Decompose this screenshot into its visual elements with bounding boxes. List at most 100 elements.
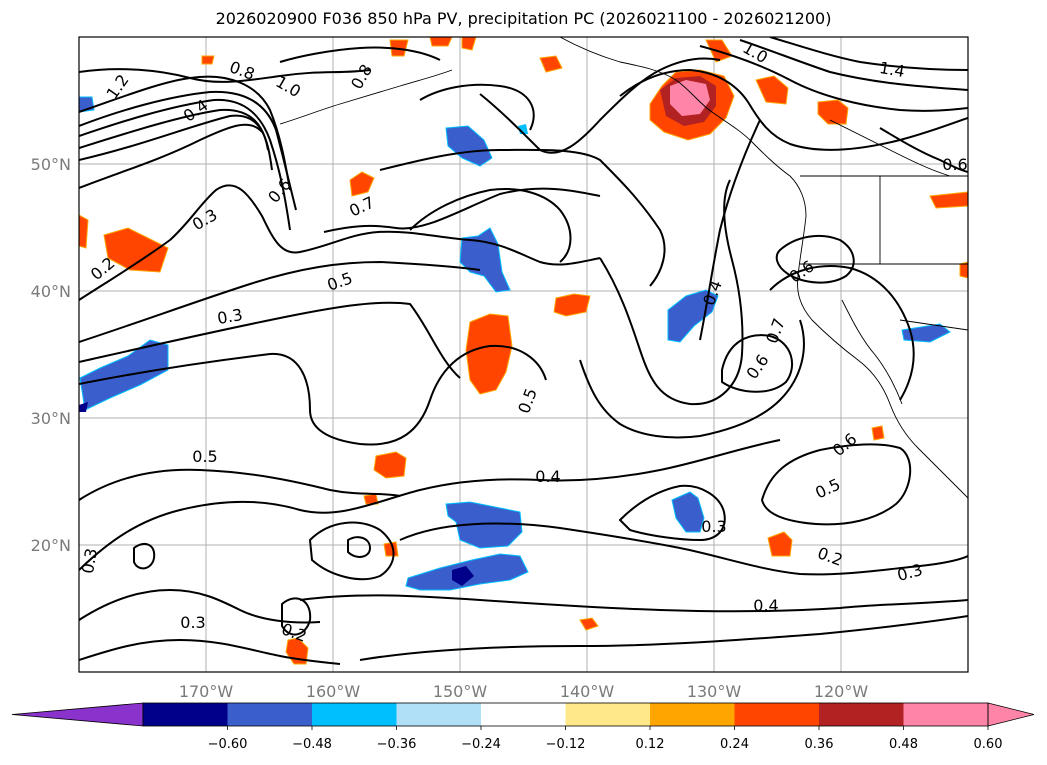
colorbar-segment — [396, 703, 481, 726]
contour-label: 0.4 — [535, 467, 560, 486]
coastline — [841, 299, 903, 405]
colorbar-tick-label: 0.12 — [636, 737, 665, 752]
pv-contours — [79, 37, 968, 665]
precip-blob — [103, 227, 169, 273]
pv-contour-line — [769, 37, 968, 71]
colorbar-tick-label: −0.60 — [208, 737, 248, 752]
colorbar-tick-label: 0.60 — [974, 737, 1003, 752]
precip-blob — [553, 293, 591, 317]
lon-tick-label: 150°W — [433, 682, 488, 701]
pv-contour-line — [419, 83, 535, 131]
colorbar-extend-high — [987, 702, 1035, 727]
pv-contour-line — [79, 90, 297, 211]
contour-label: 0.4 — [699, 278, 726, 308]
lat-tick-label: 20°N — [31, 536, 71, 555]
colorbar-segment — [312, 703, 397, 726]
precip-shading — [79, 37, 968, 665]
coastline — [800, 175, 968, 331]
contour-label: 0.4 — [180, 96, 212, 126]
contour-label: 0.3 — [78, 547, 101, 575]
pv-contour-line — [281, 597, 312, 636]
contour-label: 0.3 — [180, 613, 205, 632]
coastlines — [279, 37, 968, 499]
pv-contour-line — [299, 594, 968, 613]
precip-blob — [429, 37, 453, 47]
precip-blob — [959, 261, 968, 279]
contour-label: 0.3 — [216, 305, 244, 328]
lat-tick-label: 40°N — [31, 282, 71, 301]
colorbar-extend-low — [11, 702, 144, 727]
pv-contour-line — [775, 234, 855, 284]
precip-blob — [670, 80, 710, 116]
colorbar-tick-label: −0.12 — [546, 737, 586, 752]
pv-contour-line — [699, 45, 968, 112]
lat-tick-label: 30°N — [31, 409, 71, 428]
precip-blob — [579, 617, 599, 631]
pv-contour-line — [79, 589, 321, 624]
precip-blob — [459, 227, 511, 293]
contour-label: 0.3 — [895, 560, 925, 585]
contour-label: 0.6 — [743, 351, 773, 383]
precip-blob — [373, 451, 407, 479]
contour-label: 0.7 — [346, 193, 377, 221]
pv-contour-line — [79, 439, 781, 571]
lat-tick-label: 50°N — [31, 155, 71, 174]
colorbar-segment — [565, 703, 650, 726]
contour-label: 0.8 — [347, 61, 376, 93]
pv-contour-line — [323, 187, 601, 233]
precip-blob — [465, 313, 513, 395]
contour-label: 0.6 — [829, 429, 861, 460]
contour-label: 0.3 — [189, 205, 221, 234]
pv-contour-line — [309, 521, 395, 581]
colorbar-segment — [481, 703, 566, 726]
pv-contour-line — [379, 148, 666, 287]
precip-blob — [817, 99, 849, 125]
pv-contour-line — [721, 334, 794, 393]
colorbar-segment — [143, 703, 228, 726]
contour-label: 0.5 — [812, 475, 843, 503]
pv-contour-line — [699, 119, 761, 341]
lon-tick-label: 120°W — [814, 682, 869, 701]
pv-contour-line — [579, 319, 805, 439]
chart-title: 2026020900 F036 850 hPa PV, precipitatio… — [215, 9, 832, 28]
pv-contour-line — [347, 536, 371, 558]
lat-tick-labels: 20°N 30°N 40°N 50°N — [31, 155, 71, 555]
precip-blob — [871, 425, 885, 441]
pv-contour-line — [479, 57, 721, 154]
colorbar-tick-label: −0.48 — [292, 737, 332, 752]
precip-blob — [461, 37, 477, 51]
lon-tick-label: 130°W — [687, 682, 742, 701]
colorbar-tick-label: −0.36 — [377, 737, 417, 752]
lon-tick-label: 170°W — [179, 682, 234, 701]
pv-contour-line — [399, 522, 968, 576]
lon-tick-label: 160°W — [306, 682, 361, 701]
precip-blob — [671, 491, 705, 533]
contour-label: 0.4 — [753, 596, 778, 615]
pv-contour-line — [79, 639, 341, 665]
precip-blob — [452, 566, 474, 586]
colorbar-segment — [903, 703, 988, 726]
lon-tick-labels: 170°W 160°W 150°W 140°W 130°W 120°W — [179, 682, 869, 701]
pv-contour-line — [79, 114, 273, 171]
contour-label: 0.7 — [762, 316, 789, 346]
colorbar: −0.60 −0.48 −0.36 −0.24 −0.12 0.12 0.24 0.36 0.4… — [11, 702, 1035, 752]
pv-contour-line — [619, 484, 726, 541]
coastline — [829, 119, 951, 177]
precip-blob — [79, 214, 89, 249]
colorbar-tick-label: 0.36 — [805, 737, 834, 752]
pv-contour-line — [79, 68, 371, 83]
pv-contour-line — [359, 615, 968, 661]
pv-contour-line — [79, 301, 461, 379]
pv-contour-line — [769, 265, 915, 401]
contour-label: 0.6 — [264, 175, 295, 207]
plot-frame — [78, 36, 969, 673]
pv-contour-line — [79, 184, 601, 301]
pv-contour-line — [79, 98, 291, 231]
pv-contour-line — [79, 75, 291, 191]
coastline — [279, 69, 453, 125]
colorbar-segment — [650, 703, 735, 726]
pv-contour-line — [79, 261, 481, 343]
pv-contour-line — [279, 46, 441, 63]
pv-contour-line — [79, 344, 547, 446]
